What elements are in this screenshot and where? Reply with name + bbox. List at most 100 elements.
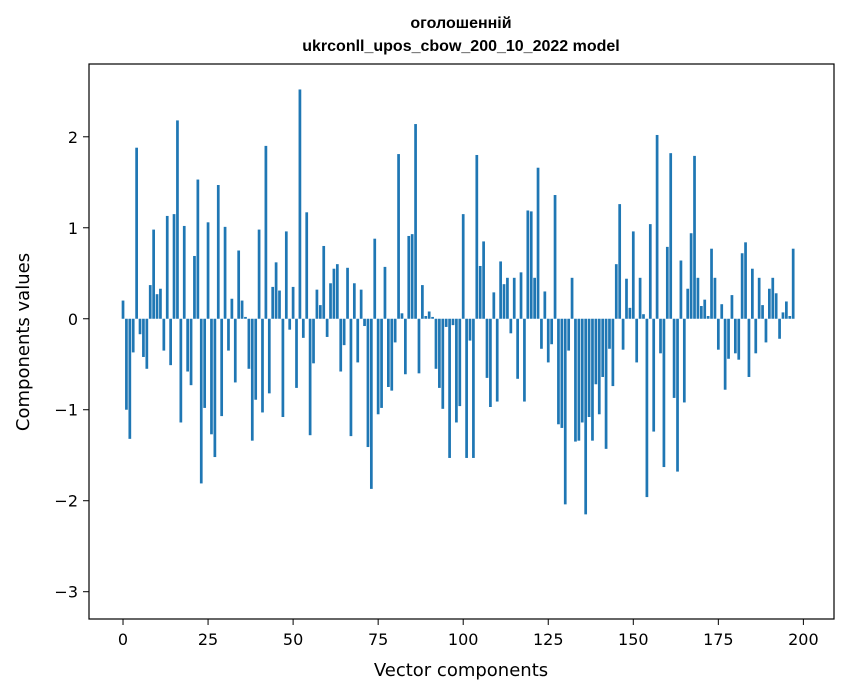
bar — [706, 316, 710, 319]
bar — [441, 318, 445, 409]
x-tick-label: 100 — [448, 630, 479, 649]
bar — [720, 304, 724, 319]
bar — [407, 235, 411, 319]
bar — [672, 318, 676, 398]
bar — [332, 268, 336, 319]
bar — [305, 212, 309, 319]
bar — [669, 153, 673, 319]
bar — [543, 291, 547, 319]
bar — [472, 318, 475, 458]
bar — [421, 285, 424, 319]
bar — [369, 318, 373, 489]
plot-area-frame — [88, 63, 835, 620]
bar — [567, 318, 571, 351]
bar — [237, 250, 241, 319]
bar — [608, 318, 611, 349]
bar — [553, 195, 557, 319]
bar — [176, 120, 179, 319]
bar — [128, 318, 132, 439]
bar — [352, 283, 356, 319]
bar — [512, 277, 516, 319]
bar — [145, 318, 149, 369]
bar — [591, 318, 594, 441]
bar — [359, 289, 363, 319]
bar — [665, 246, 669, 319]
bar — [740, 253, 744, 319]
bar — [186, 318, 190, 372]
bar — [540, 318, 543, 349]
bar — [778, 318, 781, 339]
x-axis-label: Vector components — [374, 660, 548, 681]
bar — [465, 318, 468, 458]
bar — [329, 283, 332, 319]
bar — [376, 318, 380, 415]
bar — [523, 318, 526, 402]
bar — [199, 318, 203, 484]
bar — [774, 293, 778, 319]
bar — [404, 318, 407, 375]
x-tick-label: 75 — [368, 630, 388, 649]
bar — [625, 278, 628, 319]
bar — [257, 229, 261, 319]
bar — [240, 300, 244, 319]
bar — [757, 277, 761, 319]
bar — [220, 318, 224, 417]
bar — [499, 261, 502, 319]
bar — [387, 318, 390, 387]
y-axis-label: Components values — [13, 253, 34, 431]
bar — [431, 316, 434, 319]
bar — [533, 277, 536, 319]
bar — [274, 262, 278, 319]
bar — [604, 318, 608, 449]
bar — [781, 312, 785, 319]
bar — [142, 318, 145, 357]
bar — [131, 318, 135, 353]
bar — [716, 318, 720, 350]
bar — [611, 318, 615, 387]
y-tick-label: −3 — [54, 583, 78, 602]
bar — [312, 318, 315, 364]
bar — [325, 318, 329, 337]
bar — [148, 285, 152, 319]
bar — [682, 318, 686, 403]
bar — [278, 290, 281, 319]
bar — [461, 214, 465, 319]
bar — [648, 224, 652, 319]
bar — [475, 154, 479, 319]
bar — [448, 318, 451, 458]
bar — [393, 318, 397, 343]
bar — [216, 185, 220, 319]
bar — [223, 226, 227, 319]
bar — [315, 289, 319, 319]
bar — [281, 318, 285, 418]
bar — [468, 318, 472, 341]
bar — [233, 318, 237, 383]
bar — [509, 318, 513, 334]
bar — [250, 318, 254, 441]
bar — [645, 318, 649, 498]
bar — [434, 318, 438, 369]
bar — [346, 267, 349, 319]
bar — [196, 179, 200, 319]
x-tick-label: 200 — [788, 630, 819, 649]
bar — [638, 277, 642, 319]
bar — [159, 288, 162, 319]
bar — [162, 318, 166, 351]
bar — [791, 248, 795, 319]
bar — [308, 318, 312, 436]
bar — [713, 277, 717, 319]
bar — [179, 318, 183, 423]
bar — [635, 318, 639, 363]
bar — [785, 301, 788, 319]
bar — [601, 318, 605, 377]
bar — [152, 229, 155, 319]
x-tick-label: 0 — [118, 630, 128, 649]
bar — [744, 242, 747, 319]
y-tick-label: 1 — [68, 219, 78, 238]
bar — [482, 241, 485, 319]
bar — [227, 318, 230, 351]
bar — [723, 318, 727, 390]
bar — [261, 318, 264, 413]
bar — [271, 286, 275, 319]
